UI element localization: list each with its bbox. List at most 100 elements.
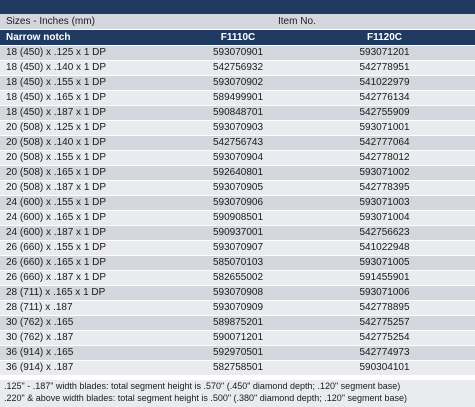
item-no-header: Item No. bbox=[182, 14, 475, 30]
f1110c-cell: 593070908 bbox=[182, 285, 294, 301]
size-cell: 36 (914) x .187 bbox=[0, 360, 182, 376]
f1110c-cell: 590937001 bbox=[182, 225, 294, 241]
f1120c-cell: 593071004 bbox=[294, 210, 475, 226]
table-row: 20 (508) x .155 x 1 DP 593070904 542778012 bbox=[0, 150, 475, 166]
f1120c-cell: 542774973 bbox=[294, 345, 475, 361]
f1120c-cell: 542775254 bbox=[294, 330, 475, 346]
table-body: 18 (450) x .125 x 1 DP 593070901 593071201… bbox=[0, 45, 475, 376]
f1120c-cell: 591455901 bbox=[294, 270, 475, 286]
f1120c-cell: 593071003 bbox=[294, 195, 475, 211]
f1120c-cell: 542778895 bbox=[294, 300, 475, 316]
table-row: 18 (450) x .125 x 1 DP 593070901 593071201 bbox=[0, 45, 475, 61]
size-cell: 18 (450) x .140 x 1 DP bbox=[0, 60, 182, 76]
f1110c-cell: 542756743 bbox=[182, 135, 294, 151]
size-cell: 26 (660) x .155 x 1 DP bbox=[0, 240, 182, 256]
size-cell: 24 (600) x .187 x 1 DP bbox=[0, 225, 182, 241]
sizes-header: Sizes - Inches (mm) bbox=[0, 14, 182, 30]
table-row: 20 (508) x .165 x 1 DP 592640801 593071002 bbox=[0, 165, 475, 181]
size-cell: 24 (600) x .155 x 1 DP bbox=[0, 195, 182, 211]
f1120c-cell: 542778012 bbox=[294, 150, 475, 166]
table-row: 18 (450) x .187 x 1 DP 590848701 542755909 bbox=[0, 105, 475, 121]
f1120c-cell: 542755909 bbox=[294, 105, 475, 121]
size-cell: 20 (508) x .187 x 1 DP bbox=[0, 180, 182, 196]
table-row: 24 (600) x .165 x 1 DP 590908501 593071004 bbox=[0, 210, 475, 226]
size-cell: 18 (450) x .187 x 1 DP bbox=[0, 105, 182, 121]
table-row: 24 (600) x .155 x 1 DP 593070906 593071003 bbox=[0, 195, 475, 211]
notch-header: Narrow notch bbox=[0, 29, 182, 46]
size-cell: 18 (450) x .165 x 1 DP bbox=[0, 90, 182, 106]
f1120c-cell: 541022948 bbox=[294, 240, 475, 256]
table-row: 28 (711) x .165 x 1 DP 593070908 593071006 bbox=[0, 285, 475, 301]
f1110c-cell: 590848701 bbox=[182, 105, 294, 121]
table-row: 18 (450) x .155 x 1 DP 593070902 541022979 bbox=[0, 75, 475, 91]
size-cell: 20 (508) x .140 x 1 DP bbox=[0, 135, 182, 151]
f1120c-cell: 542778951 bbox=[294, 60, 475, 76]
f1120c-cell: 542756623 bbox=[294, 225, 475, 241]
table-row: 20 (508) x .125 x 1 DP 593070903 593071001 bbox=[0, 120, 475, 136]
size-cell: 36 (914) x .165 bbox=[0, 345, 182, 361]
f1110c-cell: 590071201 bbox=[182, 330, 294, 346]
table-row: 36 (914) x .165 592970501 542774973 bbox=[0, 345, 475, 361]
f1110c-cell: 592970501 bbox=[182, 345, 294, 361]
footnote-2: .220" & above width blades: total segmen… bbox=[4, 393, 408, 403]
f1110c-cell: 593070902 bbox=[182, 75, 294, 91]
f1110c-cell: 593070909 bbox=[182, 300, 294, 316]
f1110c-cell: 590908501 bbox=[182, 210, 294, 226]
f1120c-cell: 542777064 bbox=[294, 135, 475, 151]
f1110c-cell: 593070905 bbox=[182, 180, 294, 196]
f1110c-cell: 593070907 bbox=[182, 240, 294, 256]
f1120c-cell: 593071201 bbox=[294, 45, 475, 61]
table-row: 24 (600) x .187 x 1 DP 590937001 542756623 bbox=[0, 225, 475, 241]
header-row-labels: Sizes - Inches (mm) Item No. bbox=[0, 14, 475, 30]
size-cell: 18 (450) x .125 x 1 DP bbox=[0, 45, 182, 61]
f1120c-cell: 542776134 bbox=[294, 90, 475, 106]
item-number-table: Sizes - Inches (mm) Item No. Narrow notc… bbox=[0, 14, 475, 376]
size-cell: 24 (600) x .165 x 1 DP bbox=[0, 210, 182, 226]
table-row: 26 (660) x .155 x 1 DP 593070907 541022948 bbox=[0, 240, 475, 256]
table-row: 26 (660) x .187 x 1 DP 582655002 591455901 bbox=[0, 270, 475, 286]
size-cell: 30 (762) x .187 bbox=[0, 330, 182, 346]
table-row: 18 (450) x .140 x 1 DP 542756932 542778951 bbox=[0, 60, 475, 76]
table-row: 36 (914) x .187 582758501 590304101 bbox=[0, 360, 475, 376]
f1110c-cell: 593070904 bbox=[182, 150, 294, 166]
f1120c-cell: 593071006 bbox=[294, 285, 475, 301]
f1110c-cell: 592640801 bbox=[182, 165, 294, 181]
f1110c-cell: 542756932 bbox=[182, 60, 294, 76]
f1110c-cell: 585070103 bbox=[182, 255, 294, 271]
f1110c-cell: 589875201 bbox=[182, 315, 294, 331]
f1120c-cell: 590304101 bbox=[294, 360, 475, 376]
table-row: 30 (762) x .187 590071201 542775254 bbox=[0, 330, 475, 346]
f1120c-cell: 593071005 bbox=[294, 255, 475, 271]
f1110c-cell: 582758501 bbox=[182, 360, 294, 376]
f1110c-cell: 589499901 bbox=[182, 90, 294, 106]
header-row-columns: Narrow notch F1110C F1120C bbox=[0, 29, 475, 46]
size-cell: 28 (711) x .187 bbox=[0, 300, 182, 316]
size-cell: 26 (660) x .187 x 1 DP bbox=[0, 270, 182, 286]
footnote-1: .125" - .187" width blades: total segmen… bbox=[4, 381, 401, 391]
size-cell: 18 (450) x .155 x 1 DP bbox=[0, 75, 182, 91]
f1120c-cell: 541022979 bbox=[294, 75, 475, 91]
size-cell: 30 (762) x .165 bbox=[0, 315, 182, 331]
size-cell: 20 (508) x .155 x 1 DP bbox=[0, 150, 182, 166]
f1110c-cell: 593070903 bbox=[182, 120, 294, 136]
f1110c-header: F1110C bbox=[182, 29, 294, 46]
table-row: 30 (762) x .165 589875201 542775257 bbox=[0, 315, 475, 331]
f1120c-cell: 542778395 bbox=[294, 180, 475, 196]
size-cell: 28 (711) x .165 x 1 DP bbox=[0, 285, 182, 301]
f1120c-cell: 542775257 bbox=[294, 315, 475, 331]
top-banner bbox=[0, 0, 475, 14]
table-row: 26 (660) x .165 x 1 DP 585070103 593071005 bbox=[0, 255, 475, 271]
f1110c-cell: 593070901 bbox=[182, 45, 294, 61]
f1120c-cell: 593071001 bbox=[294, 120, 475, 136]
f1110c-cell: 582655002 bbox=[182, 270, 294, 286]
size-cell: 20 (508) x .165 x 1 DP bbox=[0, 165, 182, 181]
f1120c-header: F1120C bbox=[294, 29, 475, 46]
f1110c-cell: 593070906 bbox=[182, 195, 294, 211]
size-cell: 26 (660) x .165 x 1 DP bbox=[0, 255, 182, 271]
size-cell: 20 (508) x .125 x 1 DP bbox=[0, 120, 182, 136]
table-row: 20 (508) x .140 x 1 DP 542756743 542777064 bbox=[0, 135, 475, 151]
table-row: 20 (508) x .187 x 1 DP 593070905 542778395 bbox=[0, 180, 475, 196]
table-row: 18 (450) x .165 x 1 DP 589499901 542776134 bbox=[0, 90, 475, 106]
table-row: 28 (711) x .187 593070909 542778895 bbox=[0, 300, 475, 316]
